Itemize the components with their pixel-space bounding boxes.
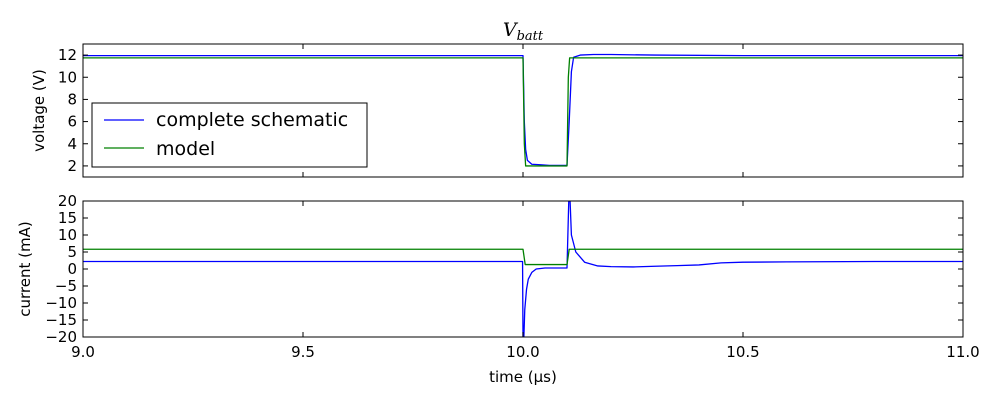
time-xtick-label: 10.0 — [506, 343, 539, 361]
current-ytick-label: −10 — [45, 294, 77, 312]
current-ylabel: current (mA) — [16, 221, 34, 316]
voltage-axes-frame — [82, 43, 964, 178]
current-ytick-label: 10 — [58, 226, 77, 244]
voltage-ytick-label: 4 — [67, 135, 77, 153]
legend: complete schematic model — [91, 102, 368, 168]
time-xtick-label: 9.5 — [291, 343, 315, 361]
current-ytick-label: 20 — [58, 192, 77, 210]
current-series-model — [83, 248, 963, 266]
voltage-ytick-label: 12 — [58, 46, 77, 64]
current-axes-frame — [82, 200, 964, 338]
voltage-ytick-label: 2 — [67, 157, 77, 175]
voltage-ytick-label: 10 — [58, 68, 77, 86]
voltage-title: Vbatt — [503, 19, 544, 44]
voltage-series-group — [83, 53, 963, 167]
time-xtick-label: 10.5 — [726, 343, 759, 361]
voltage-ytick-label: 6 — [67, 113, 77, 131]
voltage-ylabel: voltage (V) — [30, 69, 48, 152]
current-series-group — [83, 201, 963, 337]
time-xtick-label: 9.0 — [71, 343, 95, 361]
voltage-series-complete-schematic — [83, 53, 963, 167]
voltage-ticks: 2 4 6 8 10 12 — [58, 44, 964, 177]
current-ytick-label: 5 — [67, 243, 77, 261]
current-series-complete-schematic — [83, 201, 963, 337]
current-ytick-label: −15 — [45, 311, 77, 329]
current-ytick-label: −5 — [55, 277, 77, 295]
current-ytick-label: 0 — [67, 260, 77, 278]
voltage-ytick-label: 8 — [67, 90, 77, 108]
voltage-title-sub: batt — [517, 29, 544, 44]
current-ytick-label: −20 — [45, 328, 77, 346]
time-xtick-label: 11.0 — [946, 343, 979, 361]
voltage-title-main: V — [503, 19, 519, 41]
time-xlabel: time (µs) — [489, 368, 557, 386]
legend-box — [91, 102, 368, 168]
legend-label-complete-schematic: complete schematic — [156, 109, 348, 131]
voltage-series-model — [83, 57, 963, 167]
voltage-axes: 2 4 6 8 10 12 Vbatt voltage (V) complete sche… — [30, 19, 964, 178]
legend-label-model: model — [156, 138, 215, 160]
current-ytick-label: 15 — [58, 209, 77, 227]
